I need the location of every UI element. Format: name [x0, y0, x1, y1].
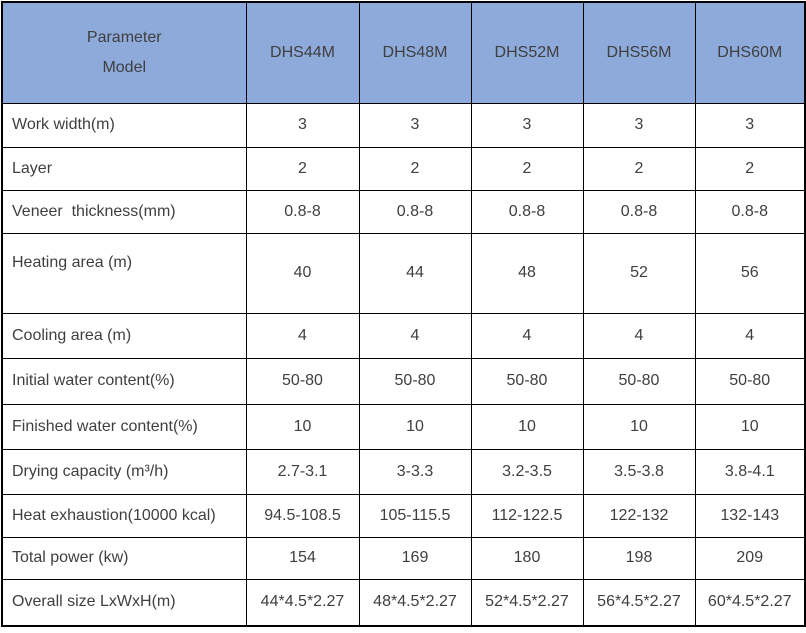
cell-value: 0.8-8: [245, 189, 360, 234]
table-row-finished-water-content: Finished water content(%) 10 10 10 10 10: [1, 403, 806, 450]
cell-value: 4: [694, 312, 806, 359]
cell-value: 10: [245, 403, 360, 450]
cell-value: 52*4.5*2.27: [470, 578, 584, 627]
row-label: Layer: [1, 146, 247, 191]
row-label: Total power (kw): [1, 536, 247, 580]
cell-value: 50-80: [470, 357, 584, 405]
table-row-initial-water-content: Initial water content(%) 50-80 50-80 50-…: [1, 357, 806, 405]
cell-value: 169: [358, 536, 472, 580]
table-row-heating-area: Heating area (m) 40 44 48 52 56: [1, 232, 806, 314]
table-row-heat-exhaustion: Heat exhaustion(10000 kcal) 94.5-108.5 1…: [1, 493, 806, 538]
table-row-overall-size: Overall size LxWxH(m) 44*4.5*2.27 48*4.5…: [1, 578, 806, 627]
cell-value: 3: [582, 102, 696, 148]
row-label: Initial water content(%): [1, 357, 247, 405]
cell-value: 112-122.5: [470, 493, 584, 538]
cell-value: 40: [245, 232, 360, 314]
cell-value: 60*4.5*2.27: [694, 578, 806, 627]
corner-header-cell: Parameter Model: [1, 1, 247, 104]
cell-value: 3: [358, 102, 472, 148]
column-header-dhs52m: DHS52M: [470, 1, 584, 104]
cell-value: 10: [694, 403, 806, 450]
row-label: Heating area (m): [1, 232, 247, 314]
cell-value: 48: [470, 232, 584, 314]
cell-value: 48*4.5*2.27: [358, 578, 472, 627]
cell-value: 50-80: [245, 357, 360, 405]
column-header-dhs56m: DHS56M: [582, 1, 696, 104]
cell-value: 2: [470, 146, 584, 191]
cell-value: 10: [470, 403, 584, 450]
cell-value: 10: [358, 403, 472, 450]
row-label: Overall size LxWxH(m): [1, 578, 247, 627]
corner-label-model: Model: [102, 58, 147, 76]
cell-value: 50-80: [358, 357, 472, 405]
cell-value: 4: [358, 312, 472, 359]
table-row-total-power: Total power (kw) 154 169 180 198 209: [1, 536, 806, 580]
cell-value: 50-80: [694, 357, 806, 405]
cell-value: 3.2-3.5: [470, 448, 584, 495]
row-label: Veneer thickness(mm): [1, 189, 247, 234]
cell-value: 44*4.5*2.27: [245, 578, 360, 627]
table-row-drying-capacity: Drying capacity (m³/h) 2.7-3.1 3-3.3 3.2…: [1, 448, 806, 495]
cell-value: 56*4.5*2.27: [582, 578, 696, 627]
column-header-dhs60m: DHS60M: [694, 1, 806, 104]
corner-label-parameter: Parameter: [86, 28, 162, 46]
cell-value: 3.8-4.1: [694, 448, 806, 495]
cell-value: 10: [582, 403, 696, 450]
cell-value: 3: [694, 102, 806, 148]
table-row-cooling-area: Cooling area (m) 4 4 4 4 4: [1, 312, 806, 359]
cell-value: 2: [245, 146, 360, 191]
cell-value: 105-115.5: [358, 493, 472, 538]
row-label: Finished water content(%): [1, 403, 247, 450]
cell-value: 3-3.3: [358, 448, 472, 495]
table-row-layer: Layer 2 2 2 2 2: [1, 146, 806, 191]
header-row: Parameter Model DHS44M DHS48M DHS52M DHS…: [1, 1, 806, 104]
cell-value: 3: [245, 102, 360, 148]
cell-value: 0.8-8: [470, 189, 584, 234]
cell-value: 209: [694, 536, 806, 580]
cell-value: 44: [358, 232, 472, 314]
cell-value: 154: [245, 536, 360, 580]
row-label: Work width(m): [1, 102, 247, 148]
cell-value: 132-143: [694, 493, 806, 538]
cell-value: 122-132: [582, 493, 696, 538]
column-header-dhs48m: DHS48M: [358, 1, 472, 104]
row-label: Drying capacity (m³/h): [1, 448, 247, 495]
cell-value: 198: [582, 536, 696, 580]
row-label: Cooling area (m): [1, 312, 247, 359]
cell-value: 52: [582, 232, 696, 314]
cell-value: 2: [358, 146, 472, 191]
cell-value: 0.8-8: [694, 189, 806, 234]
cell-value: 4: [582, 312, 696, 359]
cell-value: 94.5-108.5: [245, 493, 360, 538]
row-label: Heat exhaustion(10000 kcal): [1, 493, 247, 538]
cell-value: 4: [470, 312, 584, 359]
cell-value: 2: [582, 146, 696, 191]
cell-value: 3: [470, 102, 584, 148]
cell-value: 0.8-8: [358, 189, 472, 234]
cell-value: 4: [245, 312, 360, 359]
cell-value: 56: [694, 232, 806, 314]
cell-value: 3.5-3.8: [582, 448, 696, 495]
column-header-dhs44m: DHS44M: [245, 1, 360, 104]
cell-value: 50-80: [582, 357, 696, 405]
table-row-veneer-thickness: Veneer thickness(mm) 0.8-8 0.8-8 0.8-8 0…: [1, 189, 806, 234]
table-row-work-width: Work width(m) 3 3 3 3 3: [1, 102, 806, 148]
cell-value: 180: [470, 536, 584, 580]
cell-value: 2: [694, 146, 806, 191]
cell-value: 2.7-3.1: [245, 448, 360, 495]
cell-value: 0.8-8: [582, 189, 696, 234]
